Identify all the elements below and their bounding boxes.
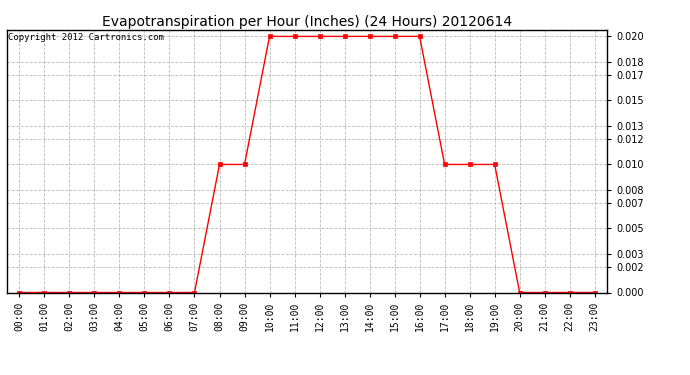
Title: Evapotranspiration per Hour (Inches) (24 Hours) 20120614: Evapotranspiration per Hour (Inches) (24… <box>102 15 512 29</box>
Text: Copyright 2012 Cartronics.com: Copyright 2012 Cartronics.com <box>8 33 164 42</box>
